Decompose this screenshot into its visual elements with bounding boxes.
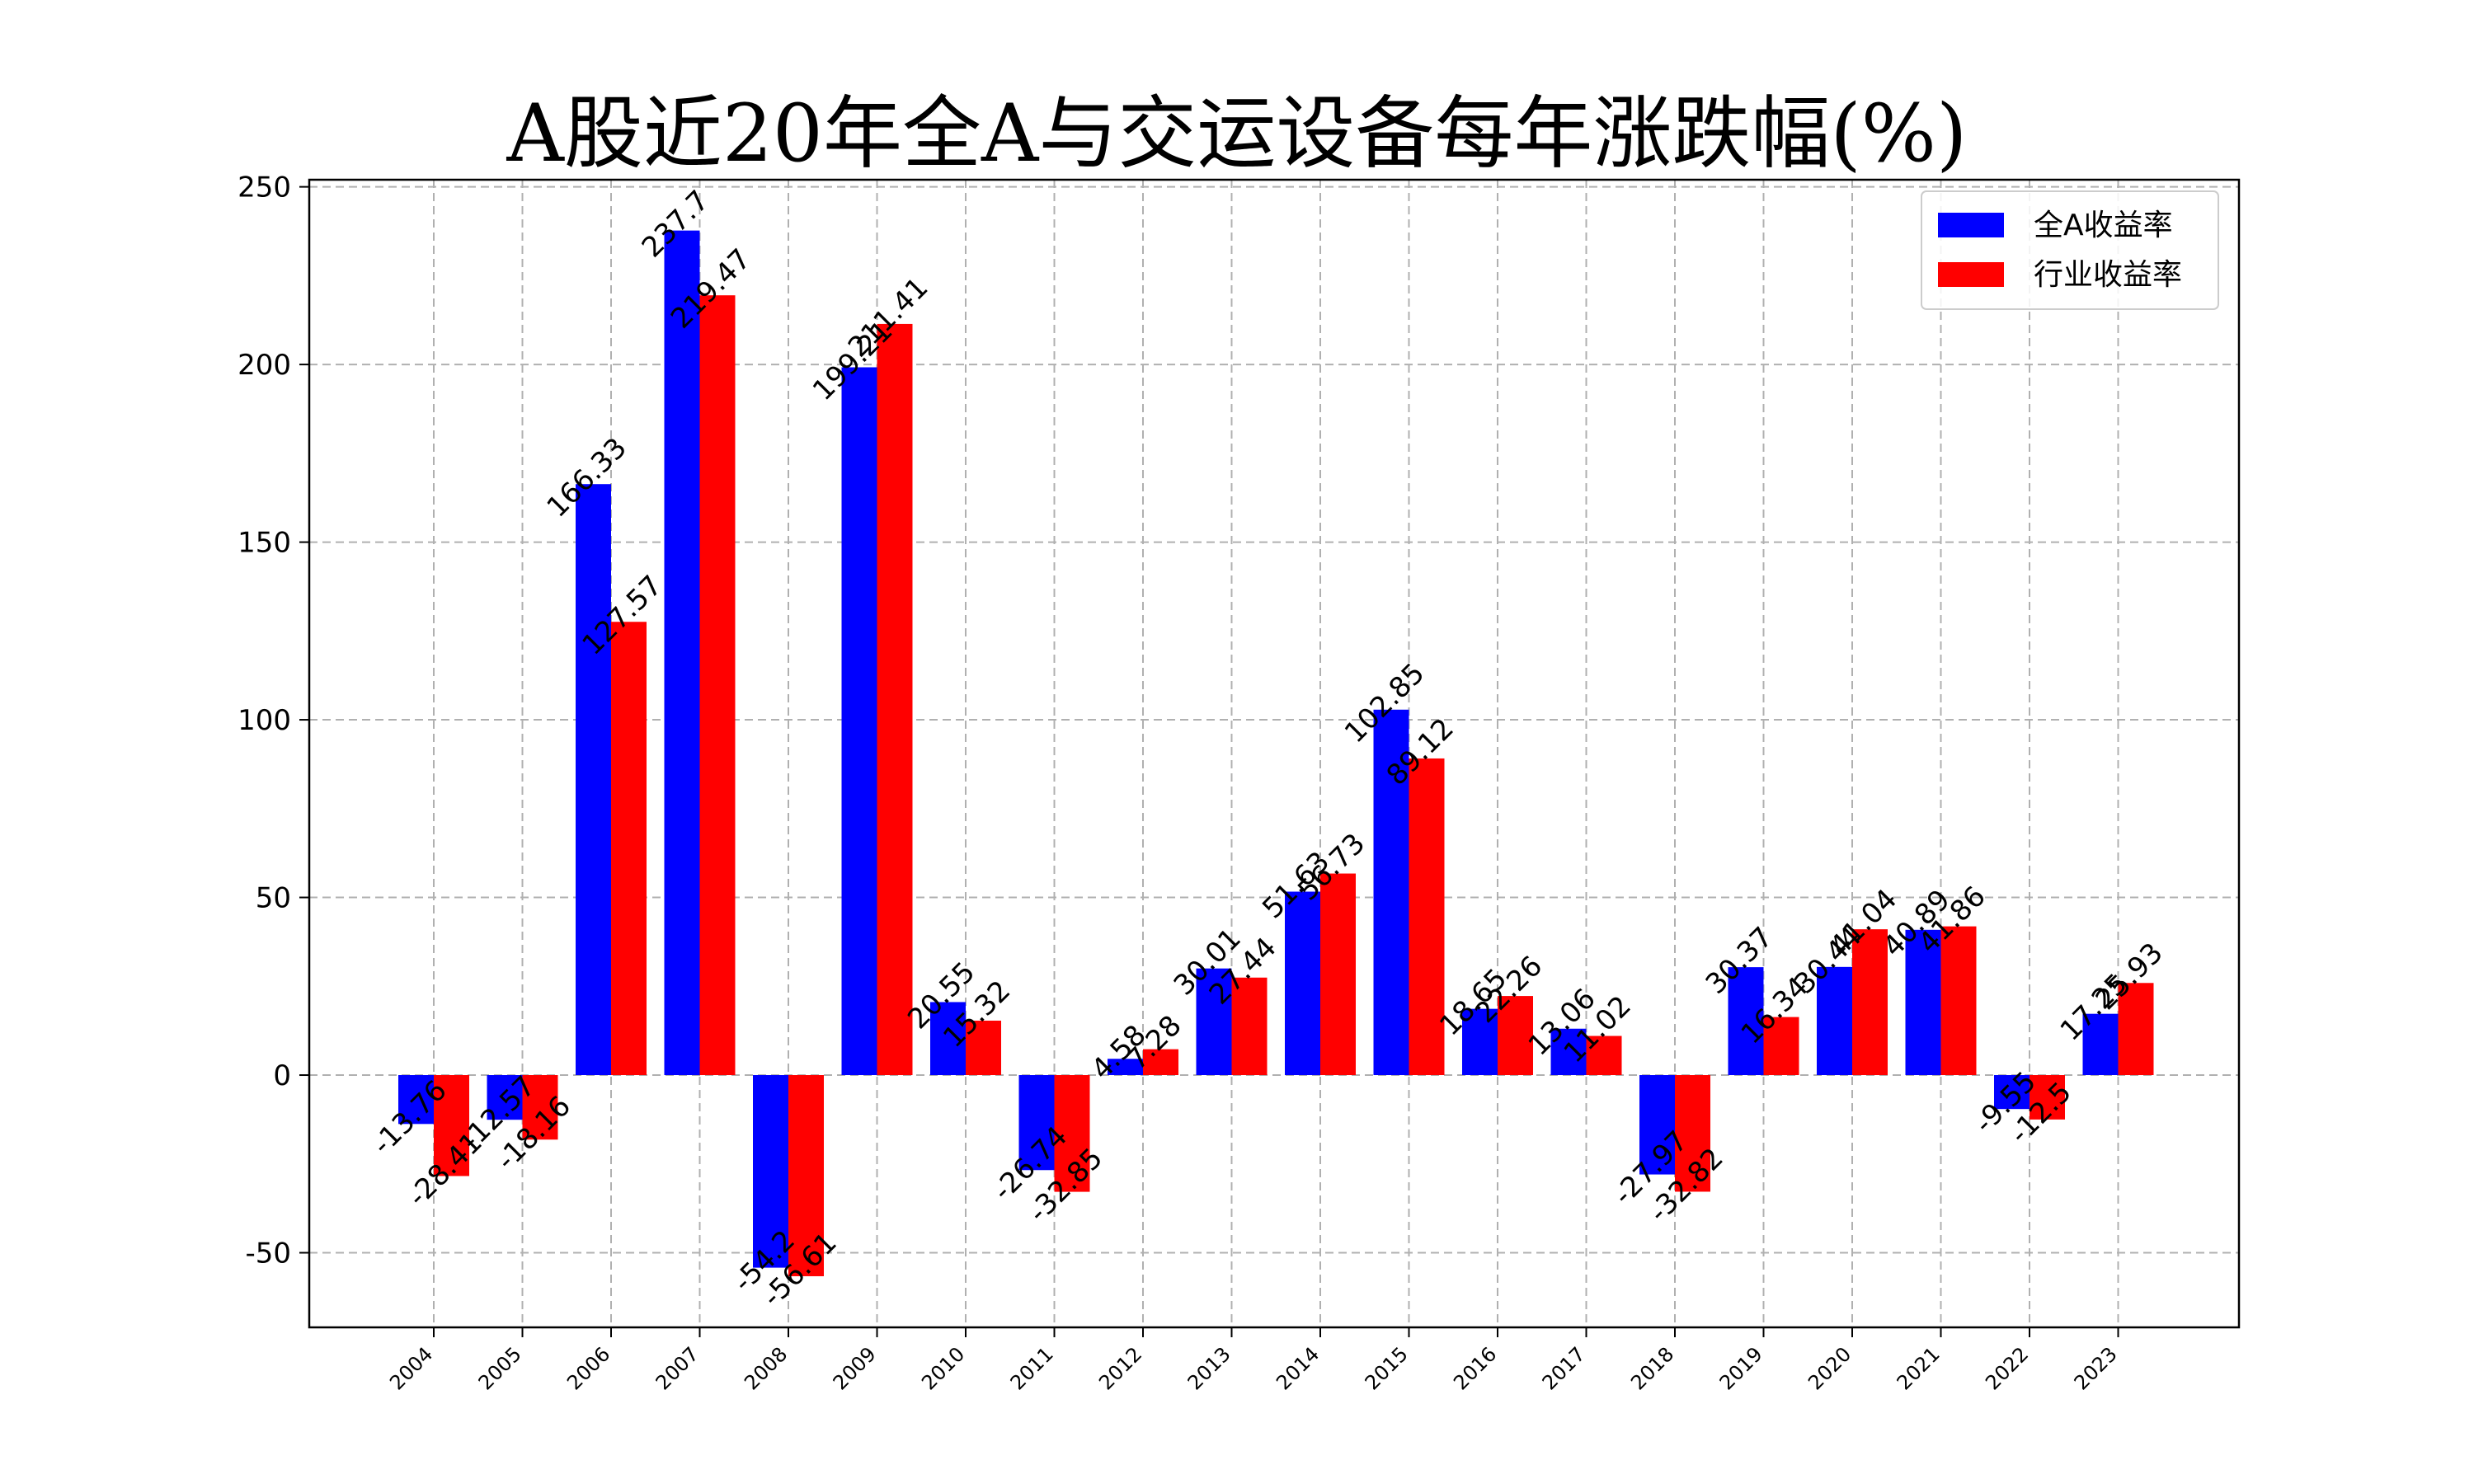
bar-industry (1320, 873, 1356, 1076)
bar-industry (522, 1075, 558, 1140)
legend: 全A收益率 行业收益率 (1921, 190, 2219, 310)
x-tick-label: 2020 (1804, 1342, 1856, 1394)
bar-all-a (1550, 1028, 1587, 1076)
x-tick-label: 2007 (651, 1342, 703, 1394)
x-tick-label: 2008 (740, 1342, 792, 1394)
y-tick-label: 100 (238, 704, 291, 737)
y-tick-label: -50 (245, 1237, 291, 1270)
x-tick-label: 2006 (562, 1342, 614, 1394)
x-tick-label: 2017 (1538, 1342, 1590, 1394)
bar-industry (877, 323, 913, 1076)
bar-industry (1675, 1075, 1710, 1192)
bar-all-a (1994, 1075, 2030, 1110)
x-tick-label: 2022 (1981, 1342, 2033, 1394)
y-tick-label: 150 (238, 527, 291, 560)
x-tick-label: 2019 (1715, 1342, 1767, 1394)
bar-industry (966, 1020, 1001, 1076)
bar-industry (1763, 1017, 1799, 1076)
bar-all-a (1196, 968, 1232, 1076)
bar-all-a (576, 484, 611, 1076)
x-tick-label: 2018 (1626, 1342, 1678, 1394)
y-tick-label: 50 (256, 882, 291, 915)
x-tick-label: 2023 (2070, 1342, 2122, 1394)
bar-all-a (1905, 929, 1941, 1076)
bar-all-a (1817, 966, 1852, 1076)
y-tick-label: 250 (238, 171, 291, 204)
bar-all-a (1285, 891, 1320, 1076)
bar-all-a (1373, 709, 1409, 1076)
x-tick-label: 2013 (1183, 1342, 1235, 1394)
bars (398, 230, 2154, 1276)
bar-all-a (487, 1075, 523, 1120)
y-tick-label: 0 (273, 1059, 291, 1092)
legend-swatch-industry (1938, 262, 2004, 287)
x-tick-label: 2010 (917, 1342, 969, 1394)
bar-all-a (841, 367, 877, 1076)
bar-all-a (398, 1075, 434, 1125)
bar-industry (1409, 758, 1445, 1076)
y-tick-label: 200 (238, 349, 291, 382)
bar-all-a (753, 1075, 788, 1268)
legend-label-industry: 行业收益率 (2034, 258, 2182, 292)
bar-all-a (1728, 967, 1764, 1076)
bar-industry (1054, 1075, 1090, 1192)
x-tick-label: 2004 (385, 1342, 437, 1394)
bar-industry (699, 295, 736, 1076)
bar-industry (611, 622, 647, 1076)
bar-industry (1586, 1036, 1622, 1076)
bar-all-a (1639, 1075, 1675, 1175)
x-tick-label: 2021 (1893, 1342, 1945, 1394)
x-tick-label: 2005 (474, 1342, 526, 1394)
bar-industry (2118, 983, 2154, 1076)
x-tick-label: 2012 (1094, 1342, 1146, 1394)
bar-all-a (664, 230, 700, 1076)
bar-industry (788, 1075, 824, 1276)
plot-frame (308, 178, 2241, 1329)
bar-industry (1940, 926, 1977, 1076)
bar-all-a (1462, 1008, 1498, 1076)
bar-industry (2030, 1075, 2065, 1120)
bar-all-a (2082, 1013, 2119, 1076)
bar-industry (1852, 929, 1888, 1076)
legend-swatch-all-a (1938, 213, 2004, 237)
x-tick-label: 2009 (829, 1342, 881, 1394)
bar-all-a (930, 1002, 966, 1076)
bar-industry (1498, 996, 1533, 1076)
legend-label-all-a: 全A收益率 (2034, 209, 2173, 242)
bar-all-a (1108, 1059, 1143, 1076)
x-tick-label: 2016 (1449, 1342, 1501, 1394)
bar-industry (434, 1075, 469, 1176)
bar-all-a (1018, 1075, 1055, 1171)
chart-title: A股近20年全A与交运设备每年涨跌幅(%) (506, 87, 1968, 180)
x-tick-label: 2014 (1272, 1342, 1324, 1394)
bar-industry (1143, 1049, 1178, 1076)
x-tick-label: 2011 (1006, 1342, 1058, 1394)
x-tick-label: 2015 (1361, 1342, 1413, 1394)
bar-industry (1231, 977, 1268, 1076)
axes: -50 0 50 100 150 200 250 2004 2005 2006 2007 2008 20… (238, 171, 2241, 1394)
